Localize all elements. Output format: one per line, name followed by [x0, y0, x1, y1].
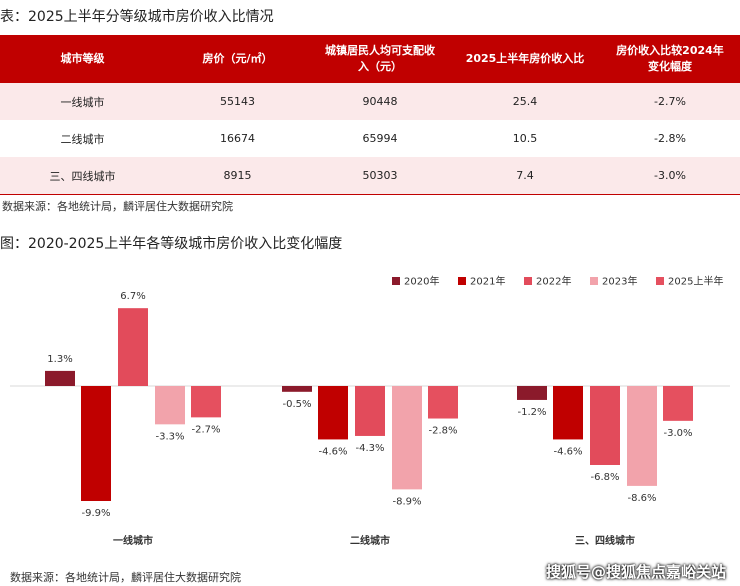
table-cell: -3.0%: [600, 157, 740, 195]
legend-swatch: [524, 277, 532, 285]
data-label: -2.7%: [191, 424, 220, 435]
table-cell: 10.5: [512, 132, 538, 145]
table-cell: 25.4: [450, 83, 600, 120]
bar: [45, 370, 75, 386]
table-title: 表：2025上半年分等级城市房价收入比情况: [0, 9, 274, 25]
bar: [318, 386, 348, 440]
bar: [428, 386, 458, 419]
legend-swatch: [392, 277, 400, 285]
bar: [627, 386, 657, 486]
table-header: 房价（元/㎡）: [165, 35, 310, 83]
legend-label: 2023年: [602, 275, 637, 288]
data-label: -8.6%: [627, 493, 656, 504]
data-label: -4.6%: [318, 446, 347, 457]
data-label: -2.8%: [428, 426, 457, 437]
table-header: 2025上半年房价收入比: [450, 35, 600, 83]
x-tick-label: 二线城市: [350, 534, 390, 547]
bar: [118, 308, 148, 386]
table-cell: 50303: [310, 157, 450, 195]
x-tick-label: 一线城市: [113, 534, 153, 547]
legend-swatch: [590, 277, 598, 285]
bar: [517, 386, 547, 400]
bar: [663, 386, 693, 421]
bar: [81, 386, 111, 501]
table-cell: 8915: [165, 157, 310, 195]
data-label: -3.3%: [155, 431, 184, 442]
bar: [282, 386, 312, 392]
table: 城市等级 房价（元/㎡） 城镇居民人均可支配收入（元） 2025上半年房价收入比 房价收…: [0, 35, 740, 195]
bar: [553, 386, 583, 440]
bar: [392, 386, 422, 490]
chart-title: 图：2020-2025上半年各等级城市房价收入比变化幅度: [0, 236, 343, 252]
bar: [355, 386, 385, 436]
table-cell: -2.7%: [600, 83, 740, 120]
table-header: 城镇居民人均可支配收入（元）: [310, 35, 450, 83]
legend-label: 2022年: [536, 275, 571, 288]
chart-source: 数据来源：各地统计局，麟评居住大数据研究院: [10, 571, 241, 584]
watermark: 搜狐号@搜狐焦点嘉峪关站: [545, 563, 726, 581]
table-cell: 16674: [220, 132, 255, 145]
data-label: -3.0%: [663, 428, 692, 439]
bar: [590, 386, 620, 465]
bar: [155, 386, 185, 425]
table-cell: 二线城市: [60, 132, 105, 146]
x-tick-label: 三、四线城市: [575, 534, 635, 547]
bar: [191, 386, 221, 418]
legend-label: 2025上半年: [668, 275, 723, 288]
data-label: -4.6%: [553, 446, 582, 457]
table-row: 二线城市 16674 65994 10.5 -2.8%: [0, 120, 740, 157]
data-label: -0.5%: [282, 399, 311, 410]
table-cell: 90448: [310, 83, 450, 120]
data-label: 1.3%: [47, 354, 72, 365]
table-cell: 一线城市: [0, 83, 165, 120]
data-label: 6.7%: [120, 291, 145, 302]
table-cell: 三、四线城市: [0, 157, 165, 195]
legend-swatch: [458, 277, 466, 285]
legend-label: 2021年: [470, 275, 505, 288]
table-cell: -2.8%: [654, 132, 686, 145]
data-label: -4.3%: [355, 443, 384, 454]
table-cell: 7.4: [450, 157, 600, 195]
table-row: 三、四线城市 8915 50303 7.4 -3.0%: [0, 157, 740, 195]
legend-swatch: [656, 277, 664, 285]
table-header: 房价收入比较2024年变化幅度: [600, 35, 740, 83]
table-source: 数据来源：各地统计局，麟评居住大数据研究院: [2, 200, 233, 213]
data-label: -9.9%: [81, 508, 110, 519]
table-header: 城市等级: [0, 35, 165, 83]
table-row: 一线城市 55143 90448 25.4 -2.7%: [0, 83, 740, 120]
data-label: -8.9%: [392, 496, 421, 507]
data-label: -1.2%: [517, 407, 546, 418]
table-cell: 55143: [165, 83, 310, 120]
table-cell: 65994: [362, 132, 398, 145]
legend-label: 2020年: [404, 275, 439, 288]
data-label: -6.8%: [590, 472, 619, 483]
